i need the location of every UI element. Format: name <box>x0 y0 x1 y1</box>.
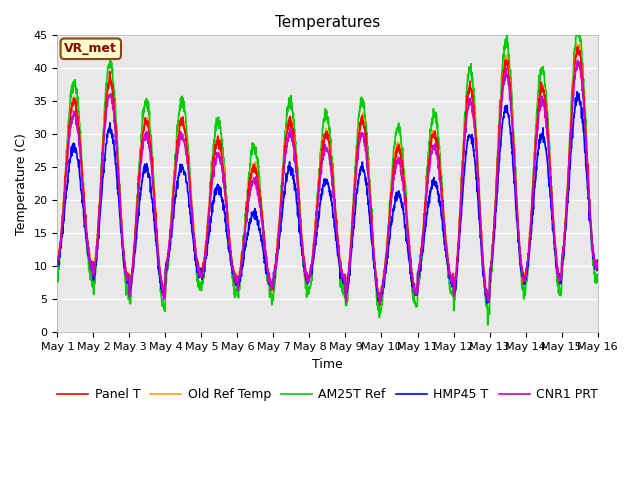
X-axis label: Time: Time <box>312 358 343 371</box>
CNR1 PRT <box>594 263 602 269</box>
AM25T Ref <box>204 221 212 227</box>
Old Ref Temp <box>355 134 362 140</box>
Line: AM25T Ref: AM25T Ref <box>58 36 598 325</box>
CNR1 PRT <box>54 263 61 268</box>
Panel T <box>484 295 492 300</box>
HMP45 T <box>204 239 212 244</box>
HMP45 T <box>54 257 61 263</box>
Panel T <box>343 280 351 286</box>
Old Ref Temp <box>484 297 492 302</box>
Panel T <box>561 227 569 233</box>
Old Ref Temp <box>594 258 602 264</box>
HMP45 T <box>573 89 581 95</box>
Old Ref Temp <box>561 225 569 230</box>
AM25T Ref <box>547 167 554 173</box>
CNR1 PRT <box>561 230 569 236</box>
Panel T <box>574 44 582 50</box>
Panel T <box>54 260 61 265</box>
Old Ref Temp <box>204 215 212 220</box>
Panel T <box>376 302 384 308</box>
CNR1 PRT <box>484 298 492 303</box>
Line: CNR1 PRT: CNR1 PRT <box>58 60 598 304</box>
Text: VR_met: VR_met <box>65 42 117 55</box>
Title: Temperatures: Temperatures <box>275 15 380 30</box>
HMP45 T <box>343 288 351 293</box>
HMP45 T <box>561 235 569 241</box>
Panel T <box>355 133 362 139</box>
AM25T Ref <box>561 229 569 235</box>
Line: HMP45 T: HMP45 T <box>58 92 598 303</box>
CNR1 PRT <box>376 301 384 307</box>
Panel T <box>594 259 602 264</box>
Line: Old Ref Temp: Old Ref Temp <box>58 44 598 302</box>
AM25T Ref <box>343 298 351 304</box>
CNR1 PRT <box>204 226 212 232</box>
Old Ref Temp <box>378 300 385 305</box>
CNR1 PRT <box>355 145 362 151</box>
Old Ref Temp <box>546 158 554 164</box>
Y-axis label: Temperature (C): Temperature (C) <box>15 133 28 235</box>
CNR1 PRT <box>573 58 581 63</box>
Panel T <box>204 217 212 223</box>
Old Ref Temp <box>573 41 581 47</box>
AM25T Ref <box>484 312 492 318</box>
HMP45 T <box>483 300 491 306</box>
CNR1 PRT <box>546 170 554 176</box>
CNR1 PRT <box>343 286 351 291</box>
Old Ref Temp <box>54 261 61 267</box>
HMP45 T <box>484 300 492 305</box>
AM25T Ref <box>355 113 362 119</box>
HMP45 T <box>594 257 602 263</box>
AM25T Ref <box>503 33 511 38</box>
Old Ref Temp <box>343 286 351 291</box>
AM25T Ref <box>484 322 492 328</box>
HMP45 T <box>546 192 554 198</box>
AM25T Ref <box>54 271 61 277</box>
HMP45 T <box>355 177 362 183</box>
AM25T Ref <box>594 275 602 280</box>
Line: Panel T: Panel T <box>58 47 598 305</box>
Panel T <box>546 160 554 166</box>
Legend: Panel T, Old Ref Temp, AM25T Ref, HMP45 T, CNR1 PRT: Panel T, Old Ref Temp, AM25T Ref, HMP45 … <box>52 383 603 406</box>
